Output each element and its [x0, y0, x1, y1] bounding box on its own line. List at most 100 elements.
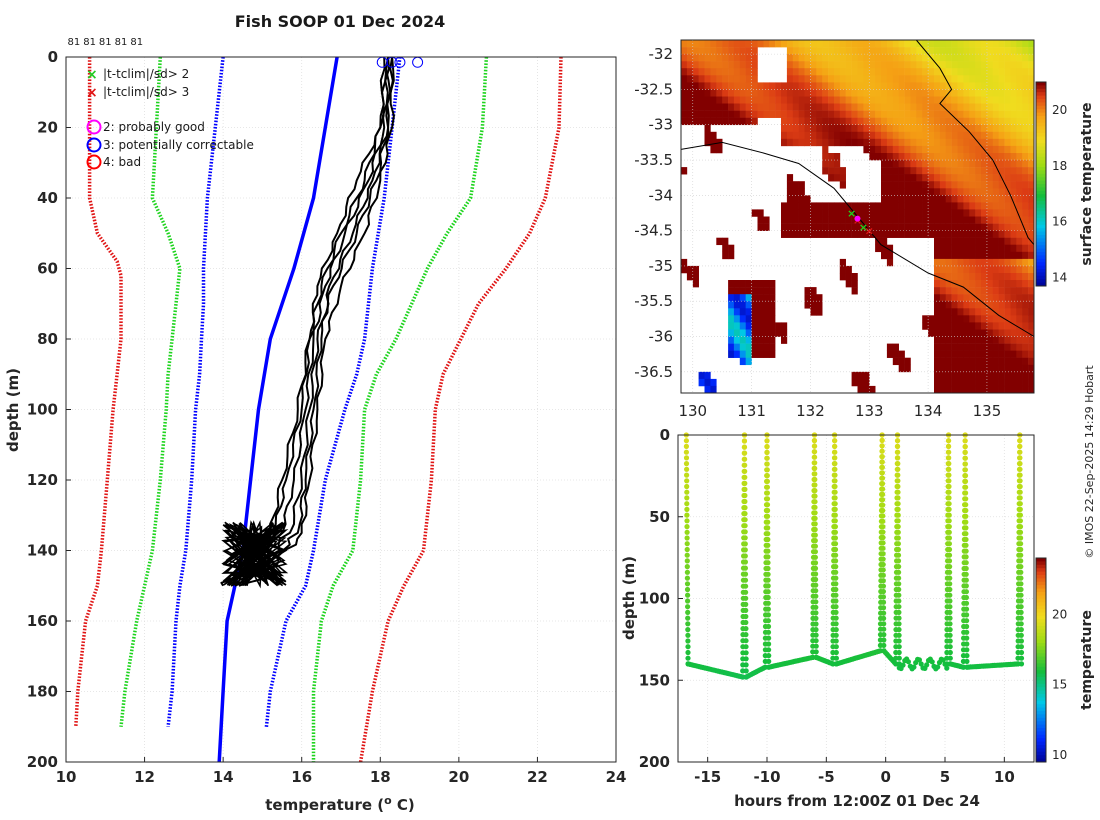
profile-chart: 10 12 14 16 18 20 22 24020406080100120140160180… [4, 37, 626, 814]
dt-ytick-label-0: 0 [660, 426, 670, 444]
sst-cell-1212 [957, 273, 964, 281]
sst-cell-569 [845, 75, 852, 83]
sst-cell-799 [892, 350, 899, 358]
sst-cell-690 [875, 96, 882, 104]
sst-cell-1305 [969, 223, 976, 231]
sst-cell-206 [745, 117, 752, 126]
map-grid [681, 40, 1034, 393]
dt-point-830 [963, 583, 969, 589]
dt-colorbar-band-26 [1036, 646, 1046, 651]
sst-cell-230 [751, 117, 758, 126]
sst-cell-446 [816, 61, 823, 69]
sst-cell-957 [928, 103, 935, 111]
sst-cell-50 [698, 82, 705, 90]
sst-cell-1218 [957, 315, 964, 323]
sst-cell-1065 [939, 294, 947, 302]
sst-cell-1410 [981, 258, 988, 267]
sst-cell-381 [798, 103, 805, 111]
depth-time-colorbar-label: temperature [1079, 610, 1095, 710]
sst-cell-454 [816, 117, 823, 126]
sst-cell-364 [792, 181, 799, 189]
dt-point-540 [880, 578, 886, 584]
sst-cell-562 [839, 265, 846, 274]
sst-cell-850 [904, 167, 911, 175]
sst-cell-599 [851, 124, 858, 133]
sst-cell-1023 [934, 350, 941, 358]
dt-point-750 [947, 644, 953, 650]
sst-cell-1495 [992, 153, 999, 161]
sst-cell-1760 [1022, 258, 1029, 267]
sst-cell-22 [686, 89, 694, 97]
sst-cell-159 [733, 117, 741, 126]
profile-xtick-label-2: 14 [213, 768, 234, 786]
sst-cell-1077 [939, 378, 947, 387]
dt-point-817 [963, 507, 969, 514]
sst-cell-261 [757, 343, 764, 351]
sst-cell-258 [757, 322, 764, 330]
sst-cell-319 [781, 216, 788, 224]
sst-cell-1520 [992, 329, 999, 337]
sst-cell-234 [751, 294, 758, 302]
sst-cell-264 [763, 82, 770, 90]
sst-cell-589 [851, 54, 858, 62]
sst-cell-1414 [981, 287, 988, 295]
map-colorbar-band-45 [1036, 235, 1046, 239]
sst-cell-124 [728, 47, 735, 55]
sst-cell-1306 [969, 230, 976, 238]
sst-cell-1209 [957, 251, 964, 260]
sst-cell-1270 [963, 329, 970, 337]
sst-cell-291 [769, 301, 776, 309]
map-ship-track: ×××× [847, 207, 874, 238]
dt-point-28 [685, 592, 691, 598]
dt-point-144 [743, 626, 749, 632]
sst-cell-32 [692, 61, 699, 69]
sst-cell-1709 [1016, 251, 1023, 260]
sst-cell-31 [692, 54, 699, 62]
dt-point-130 [742, 541, 748, 547]
sst-cell-1415 [981, 294, 988, 302]
sst-cell-287 [769, 110, 776, 118]
sst-cell-554 [839, 174, 846, 182]
sst-cell-7 [681, 89, 688, 97]
dt-colorbar-band-20 [1036, 626, 1046, 630]
dt-colorbar-band-38 [1036, 687, 1046, 691]
map-colorbar-band-57 [1036, 275, 1046, 280]
sst-cell-887 [910, 216, 917, 224]
sst-cell-563 [839, 273, 846, 281]
sst-cell-1569 [998, 322, 1005, 330]
dt-point-837 [964, 623, 970, 630]
dt-point-520 [879, 470, 886, 476]
dt-point-239 [765, 623, 772, 630]
sst-cell-734 [881, 237, 888, 246]
sst-cell-493 [828, 61, 835, 69]
sst-cell-561 [839, 258, 846, 267]
sst-cell-1397 [981, 167, 988, 175]
sst-cell-72 [704, 138, 711, 147]
sst-cell-357 [792, 96, 799, 104]
dt-point-622 [895, 535, 901, 541]
sst-cell-1516 [992, 301, 999, 309]
dt-point-332 [812, 538, 818, 544]
sst-cell-1786 [1028, 89, 1035, 97]
sst-cell-1356 [975, 230, 982, 238]
sst-cell-37 [692, 96, 699, 104]
sst-cell-795 [892, 216, 899, 224]
sst-cell-817 [898, 153, 905, 161]
sst-cell-64 [704, 82, 711, 90]
dt-point-826 [963, 560, 969, 566]
sst-cell-1412 [981, 273, 988, 281]
sst-cell-1238 [963, 103, 970, 111]
sst-cell-1365 [975, 294, 982, 302]
sst-cell-816 [898, 145, 905, 154]
dt-point-951 [1018, 638, 1024, 644]
sst-cell-1667 [1010, 308, 1017, 316]
map-colorbar-band-29 [1036, 180, 1046, 185]
sst-cell-5 [681, 75, 688, 83]
dt-point-527 [880, 507, 886, 514]
sst-cell-1326 [969, 371, 976, 380]
sst-cell-1117 [945, 308, 952, 316]
sst-cell-739 [886, 54, 894, 62]
sst-cell-141 [728, 308, 735, 316]
sst-cell-1273 [963, 350, 970, 358]
